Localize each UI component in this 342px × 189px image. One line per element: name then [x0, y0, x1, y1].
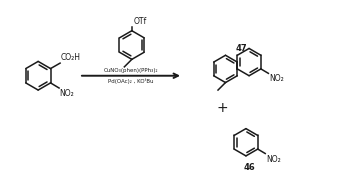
- Text: +: +: [216, 101, 228, 115]
- Text: 46: 46: [244, 163, 255, 172]
- Text: NO₂: NO₂: [60, 89, 75, 98]
- Text: 47: 47: [236, 43, 247, 53]
- Text: NO₂: NO₂: [266, 155, 281, 163]
- Text: CuNO₃(phen)(PPh₃)₂: CuNO₃(phen)(PPh₃)₂: [104, 68, 158, 73]
- Text: NO₂: NO₂: [269, 74, 284, 83]
- Text: CO₂H: CO₂H: [61, 53, 81, 62]
- Text: OTf: OTf: [133, 17, 146, 26]
- Text: Pd(OAc)₂ , KOᵗBu: Pd(OAc)₂ , KOᵗBu: [108, 78, 154, 84]
